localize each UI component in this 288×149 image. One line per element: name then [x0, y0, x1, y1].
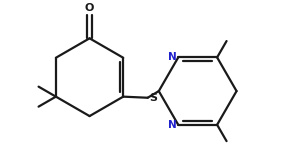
Text: N: N	[168, 52, 177, 62]
Text: N: N	[168, 120, 177, 130]
Text: O: O	[85, 3, 94, 13]
Text: S: S	[149, 93, 157, 103]
